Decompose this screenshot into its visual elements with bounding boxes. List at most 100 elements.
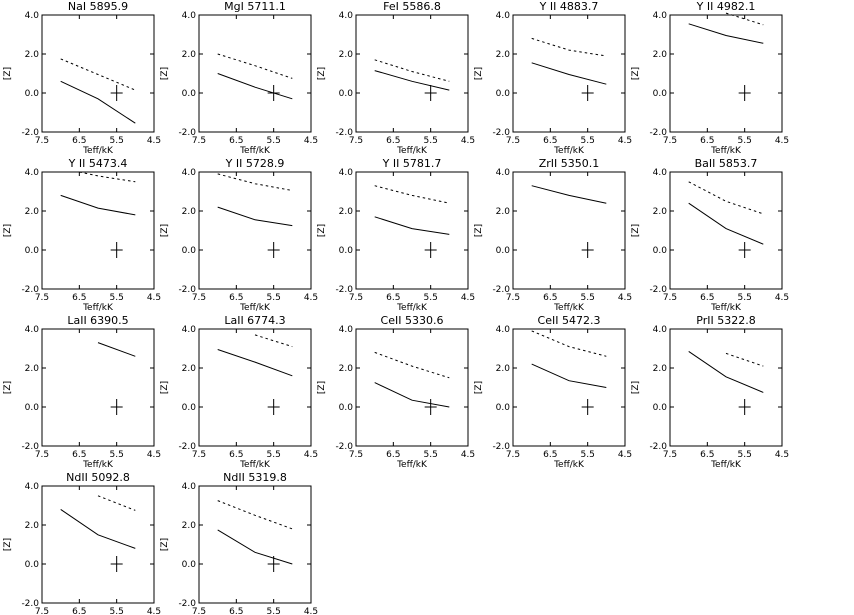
y-tick-label: 0.0 [25,560,40,570]
plot-frame [198,14,312,133]
y-tick-label: 2.0 [182,50,197,60]
x-tick-label: 6.5 [72,450,86,460]
x-tick-label: 5.5 [110,450,124,460]
y-axis-label: [Z] [631,381,641,394]
x-tick-label: 5.5 [267,450,281,460]
x-tick-label: 4.5 [461,136,475,146]
panel-2: MgI 5711.1 7.5 6.5 5.5 4.5 4.0 2.0 0.0 -2.0 Teff/… [160,0,318,156]
x-tick-label: 6.5 [543,450,557,460]
x-tick-label: 7.5 [349,450,363,460]
y-tick-label: 0.0 [25,89,40,99]
panel-3: FeI 5586.8 7.5 6.5 5.5 4.5 4.0 2.0 0.0 -2.0 Teff/… [317,0,475,156]
cross-marker [581,399,594,415]
y-tick-label: 0.0 [182,246,197,256]
y-axis-label: [Z] [3,538,13,551]
x-axis-label: Teff/kK [710,460,742,470]
y-axis-label: [Z] [317,381,327,394]
series-line-solid [217,73,293,100]
x-axis-label: Teff/kK [710,303,742,313]
panel-title: PrII 5322.8 [696,314,755,327]
x-tick-label: 6.5 [386,136,400,146]
y-tick-label: 4.0 [339,168,354,178]
series-line-dotted [725,12,764,26]
y-tick-label: 4.0 [25,325,40,335]
y-axis-label: [Z] [160,538,170,551]
series-line-solid [374,216,450,235]
y-tick-label: 4.0 [182,168,197,178]
x-axis-label: Teff/kK [82,460,114,470]
x-tick-label: 5.5 [267,136,281,146]
y-tick-label: 2.0 [182,521,197,531]
x-tick-label: 7.5 [35,450,49,460]
y-tick-label: 2.0 [653,50,668,60]
y-tick-label: 4.0 [182,482,197,492]
y-tick-label: 0.0 [25,246,40,256]
y-tick-label: 2.0 [653,364,668,374]
x-tick-label: 6.5 [229,136,243,146]
plot-frame [355,171,469,290]
x-tick-label: 4.5 [618,293,632,303]
series-line-dotted [217,53,293,79]
cross-marker [738,242,751,258]
panel-11: LaII 6390.5 7.5 6.5 5.5 4.5 4.0 2.0 0.0 -2.0 Teff… [3,314,161,470]
x-tick-label: 7.5 [663,293,677,303]
y-tick-label: 2.0 [339,364,354,374]
cross-marker [738,399,751,415]
y-tick-label: 2.0 [496,207,511,217]
y-tick-label: 4.0 [653,168,668,178]
x-tick-label: 4.5 [618,136,632,146]
y-tick-label: -2.0 [21,599,39,609]
x-tick-label: 4.5 [147,293,161,303]
y-tick-label: -2.0 [492,442,510,452]
panel-14: CeII 5472.3 7.5 6.5 5.5 4.5 4.0 2.0 0.0 -2.0 Teff… [474,314,632,470]
x-axis-label: Teff/kK [710,146,742,156]
panel-title: Y II 5473.4 [68,157,128,170]
x-axis-label: Teff/kK [396,146,428,156]
x-axis-label: Teff/kK [239,460,271,470]
y-tick-label: 0.0 [496,246,511,256]
panel-title: LaII 6390.5 [67,314,128,327]
cross-marker [581,242,594,258]
x-tick-label: 7.5 [349,136,363,146]
panel-title: MgI 5711.1 [224,0,286,13]
y-tick-label: 4.0 [25,168,40,178]
panel-title: NdII 5092.8 [66,471,130,484]
x-tick-label: 6.5 [386,293,400,303]
cross-marker [267,85,280,101]
series-line-dotted [254,334,293,348]
y-tick-label: -2.0 [492,128,510,138]
x-tick-label: 6.5 [72,293,86,303]
y-tick-label: 0.0 [653,89,668,99]
y-tick-label: -2.0 [649,285,667,295]
series-line-solid [374,382,450,408]
x-tick-label: 5.5 [110,136,124,146]
series-line-solid [531,62,607,85]
x-tick-label: 7.5 [506,450,520,460]
cross-marker [110,556,123,572]
x-tick-label: 4.5 [147,607,161,615]
x-tick-label: 7.5 [663,136,677,146]
series-line-dotted [531,37,607,57]
cross-marker [424,85,437,101]
x-tick-label: 7.5 [192,293,206,303]
x-axis-label: Teff/kK [553,303,585,313]
series-line-dotted [217,500,293,530]
x-tick-label: 5.5 [267,607,281,615]
y-tick-label: 0.0 [182,560,197,570]
y-tick-label: -2.0 [21,285,39,295]
x-tick-label: 6.5 [386,450,400,460]
x-tick-label: 6.5 [229,450,243,460]
x-axis-label: Teff/kK [396,303,428,313]
series-line-solid [688,23,764,44]
y-axis-label: [Z] [317,224,327,237]
panel-5: Y II 4982.1 7.5 6.5 5.5 4.5 4.0 2.0 0.0 -2.0 Teff… [631,0,789,156]
y-tick-label: -2.0 [649,442,667,452]
y-axis-label: [Z] [474,224,484,237]
y-axis-label: [Z] [3,224,13,237]
y-tick-label: 2.0 [496,364,511,374]
y-tick-label: -2.0 [178,285,196,295]
x-tick-label: 7.5 [506,136,520,146]
y-tick-label: 2.0 [25,364,40,374]
x-tick-label: 6.5 [72,136,86,146]
cross-marker [424,399,437,415]
